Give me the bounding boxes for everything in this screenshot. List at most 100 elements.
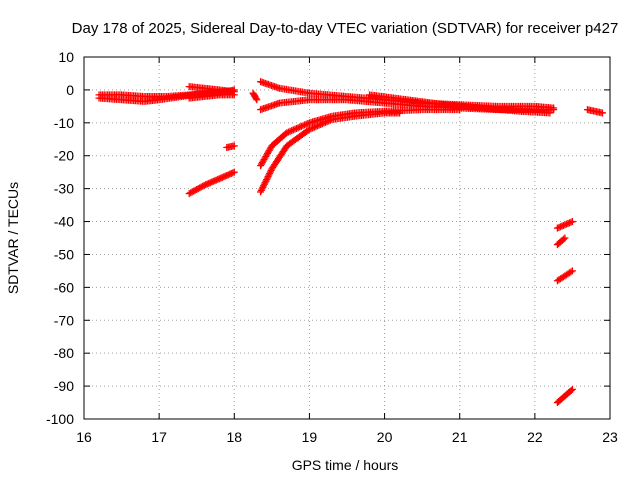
data-point [253, 96, 261, 104]
data-point [191, 186, 199, 194]
data-point [260, 180, 268, 188]
data-point [223, 171, 231, 179]
x-tick-label: 22 [527, 429, 543, 445]
data-point [252, 94, 260, 102]
data-point [226, 170, 234, 178]
data-point [568, 267, 576, 275]
data-point [396, 109, 404, 117]
data-point [193, 185, 201, 193]
y-tick-label: -60 [54, 279, 74, 295]
data-point [312, 123, 320, 131]
data-point [317, 120, 325, 128]
data-point [212, 176, 220, 184]
data-point [221, 172, 229, 180]
data-point [313, 122, 321, 130]
data-point [284, 128, 292, 136]
data-point [217, 174, 225, 182]
data-point [561, 221, 569, 229]
data-point [297, 122, 305, 130]
y-tick-label: -100 [46, 411, 74, 427]
data-point [262, 177, 270, 185]
data-point [567, 268, 575, 276]
data-point [257, 188, 265, 196]
y-tick-label: 10 [58, 49, 74, 65]
data-point [307, 125, 315, 133]
data-point [301, 121, 309, 129]
data-point [293, 124, 301, 132]
data-point [288, 127, 296, 135]
y-axis-label: SDTVAR / TECUs [5, 182, 21, 294]
data-point [562, 220, 570, 228]
y-tick-label: -20 [54, 148, 74, 164]
data-point [263, 176, 271, 184]
data-point [197, 183, 205, 191]
data-point [260, 182, 268, 190]
data-point [568, 385, 576, 393]
x-axis-label: GPS time / hours [292, 457, 399, 473]
data-point [310, 123, 318, 131]
data-point [323, 118, 331, 126]
data-point [211, 177, 219, 185]
data-point [265, 171, 273, 179]
data-point [296, 123, 304, 131]
series-track-m [553, 218, 576, 232]
grid-layer [84, 57, 610, 419]
series-track-g [249, 89, 261, 104]
data-point [305, 125, 313, 133]
series-track-e [185, 168, 238, 198]
x-tick-label: 18 [226, 429, 242, 445]
data-point [187, 189, 195, 197]
data-point [286, 127, 294, 135]
data-point [190, 187, 198, 195]
data-point [325, 117, 333, 125]
series-track-l [366, 91, 554, 117]
data-point [568, 218, 576, 226]
data-point [230, 142, 238, 150]
y-tick-label: -90 [54, 378, 74, 394]
data-point [194, 185, 202, 193]
y-tick-label: -10 [54, 115, 74, 131]
data-point [230, 168, 238, 176]
data-point [266, 168, 274, 176]
series-track-n [553, 234, 569, 249]
data-point [556, 223, 564, 231]
data-point [203, 180, 211, 188]
data-point [220, 173, 228, 181]
data-point [202, 181, 210, 189]
data-point [196, 184, 204, 192]
plot-frame [83, 56, 611, 420]
series-track-p [553, 385, 576, 407]
y-tick-label: 0 [66, 82, 74, 98]
data-point [315, 121, 323, 129]
chart-title: Day 178 of 2025, Sidereal Day-to-day VTE… [72, 20, 619, 37]
data-point [185, 190, 193, 198]
data-point [283, 129, 291, 137]
data-point [294, 124, 302, 132]
y-tick-label: -30 [54, 181, 74, 197]
data-point [289, 126, 297, 134]
data-point [264, 173, 272, 181]
data-point [266, 169, 274, 177]
data-point [291, 125, 299, 133]
data-point [565, 219, 573, 227]
data-point [322, 118, 330, 126]
data-point [261, 179, 269, 187]
data-point [206, 179, 214, 187]
data-point [188, 188, 196, 196]
data-point [550, 106, 558, 114]
y-tick-label: -80 [54, 345, 74, 361]
y-tick-label: -70 [54, 312, 74, 328]
data-point [200, 181, 208, 189]
data-point [215, 175, 223, 183]
data-point [320, 119, 328, 127]
data-point [214, 175, 222, 183]
data-point [227, 169, 235, 177]
data-point [318, 120, 326, 128]
series-track-o [553, 267, 576, 285]
data-point [299, 122, 307, 130]
data-point [205, 179, 213, 187]
x-tick-label: 19 [302, 429, 318, 445]
data-point [560, 235, 568, 243]
